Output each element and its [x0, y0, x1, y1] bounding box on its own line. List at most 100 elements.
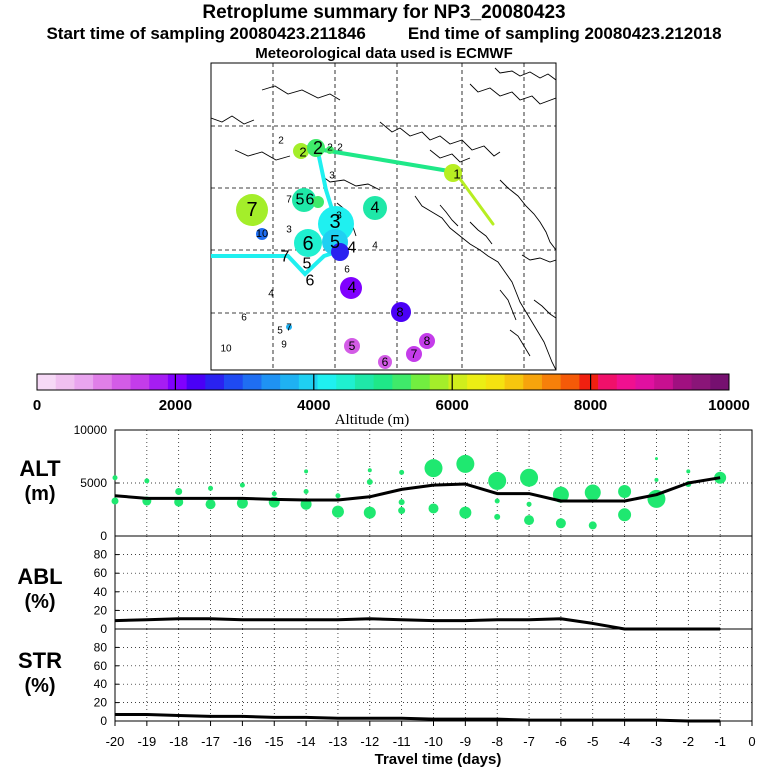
plume-circle	[326, 146, 334, 154]
map-label: 6	[302, 233, 313, 255]
colorbar-cell	[224, 374, 244, 390]
map-label: 7	[246, 199, 257, 221]
colorbar-cell	[186, 374, 206, 390]
colorbar-cell	[242, 374, 262, 390]
colorbar-cell	[654, 374, 674, 390]
alt-scatter-point	[205, 499, 216, 510]
alt-scatter-point	[459, 506, 472, 519]
alt-scatter-point	[239, 482, 245, 488]
plume-circle	[340, 277, 362, 299]
colorbar-cell	[167, 374, 188, 390]
alt-unit-label: (m)	[24, 483, 55, 505]
colorbar-frame	[36, 373, 730, 391]
alt-scatter-point	[175, 487, 183, 495]
colorbar-tick-label: 6000	[436, 397, 469, 414]
start-time-label: Start time of sampling 20080423.211846	[46, 24, 366, 43]
colorbar-cell	[616, 374, 636, 390]
abl-ytick-label: 60	[94, 566, 108, 580]
colorbar-cell	[429, 374, 449, 390]
abl-ytick-label: 0	[100, 622, 107, 636]
alt-scatter-point	[303, 488, 309, 494]
alt-scatter-point	[112, 475, 118, 481]
colorbar-cell	[298, 374, 318, 390]
x-tick-label: -3	[651, 734, 663, 749]
map-label: 4	[372, 241, 378, 252]
map-label: 7	[411, 347, 418, 361]
alt-ytick-label: 0	[100, 529, 107, 543]
map-label: 9	[281, 340, 287, 351]
alt-ytick-label: 5000	[80, 476, 107, 490]
alt-scatter-point	[236, 497, 248, 509]
abl-ytick-label: 40	[94, 585, 108, 599]
map-label: 4	[371, 200, 380, 217]
str-panel-frame	[114, 628, 753, 722]
colorbar-tick-label: 0	[33, 397, 41, 414]
map-label: 5	[303, 256, 312, 273]
colorbar-cell	[354, 374, 375, 390]
abl-ytick-label: 20	[94, 603, 108, 617]
map-label: 5	[330, 232, 340, 252]
abl-unit-label: (%)	[24, 591, 55, 613]
x-tick-label: -7	[523, 734, 535, 749]
sampling-times: Start time of sampling 20080423.211846 En…	[0, 24, 768, 44]
colorbar-cell	[149, 374, 169, 390]
alt-scatter-point	[398, 507, 406, 515]
map-label: 5	[277, 326, 283, 337]
x-axis-ticks: -20 -19 -18 -17 -16 -15 -14 -13 -12 -11 -10 -9 -8 -7-…	[106, 721, 756, 749]
colorbar-cell	[691, 374, 711, 390]
plume-circle	[344, 338, 360, 354]
colorbar-cell	[635, 374, 655, 390]
colorbar-cell	[130, 374, 150, 390]
plume-circle	[307, 139, 325, 157]
str-series-line	[115, 713, 721, 723]
map-label: 6	[344, 265, 350, 276]
str-gridlines	[115, 629, 752, 721]
alt-scatter-point	[488, 471, 507, 490]
str-ytick-label: 0	[100, 714, 107, 728]
alt-scatter-point	[366, 478, 373, 485]
colorbar-cell	[373, 374, 393, 390]
x-tick-label: -2	[683, 734, 695, 749]
map-label: 6	[306, 192, 315, 209]
alt-scatter-point	[367, 468, 372, 473]
plume-circle	[406, 346, 422, 362]
str-ytick-label: 40	[94, 677, 108, 691]
x-tick-label: -17	[201, 734, 220, 749]
map-label: 7	[286, 195, 292, 206]
x-tick-label: -16	[233, 734, 252, 749]
colorbar-cell	[541, 374, 562, 390]
alt-ytick-label: 10000	[74, 423, 108, 437]
map-label: 4	[348, 240, 357, 257]
met-data-label: Meteorological data used is ECMWF	[255, 45, 513, 62]
colorbar-cell	[710, 374, 730, 390]
alt-scatter-point	[363, 506, 376, 519]
x-tick-label: -13	[329, 734, 348, 749]
x-tick-label: -10	[424, 734, 443, 749]
alt-scatter-point	[686, 469, 691, 474]
map-label: 3	[336, 211, 342, 222]
colorbar-cell	[93, 374, 113, 390]
str-ytick-label: 80	[94, 640, 108, 654]
x-tick-label: -6	[555, 734, 567, 749]
alt-scatter-point	[331, 505, 344, 518]
colorbar-cell	[411, 374, 431, 390]
str-ytick-label: 20	[94, 696, 108, 710]
x-tick-label: -15	[265, 734, 284, 749]
plume-circle	[256, 228, 268, 240]
x-tick-label: -1	[714, 734, 726, 749]
alt-scatter-point	[618, 484, 632, 498]
map-frame	[210, 62, 557, 371]
alt-scatter-point	[494, 513, 501, 520]
alt-scatter-point	[271, 491, 277, 497]
x-tick-label: -12	[360, 734, 379, 749]
plume-circle	[236, 194, 268, 226]
map-label: 6	[306, 273, 315, 290]
x-tick-label: -18	[169, 734, 188, 749]
map-label: 8	[424, 334, 431, 348]
plume-circle	[294, 229, 322, 257]
alt-scatter-point	[144, 478, 150, 484]
abl-ytick-label: 80	[94, 548, 108, 562]
alt-scatter-point	[399, 469, 405, 475]
